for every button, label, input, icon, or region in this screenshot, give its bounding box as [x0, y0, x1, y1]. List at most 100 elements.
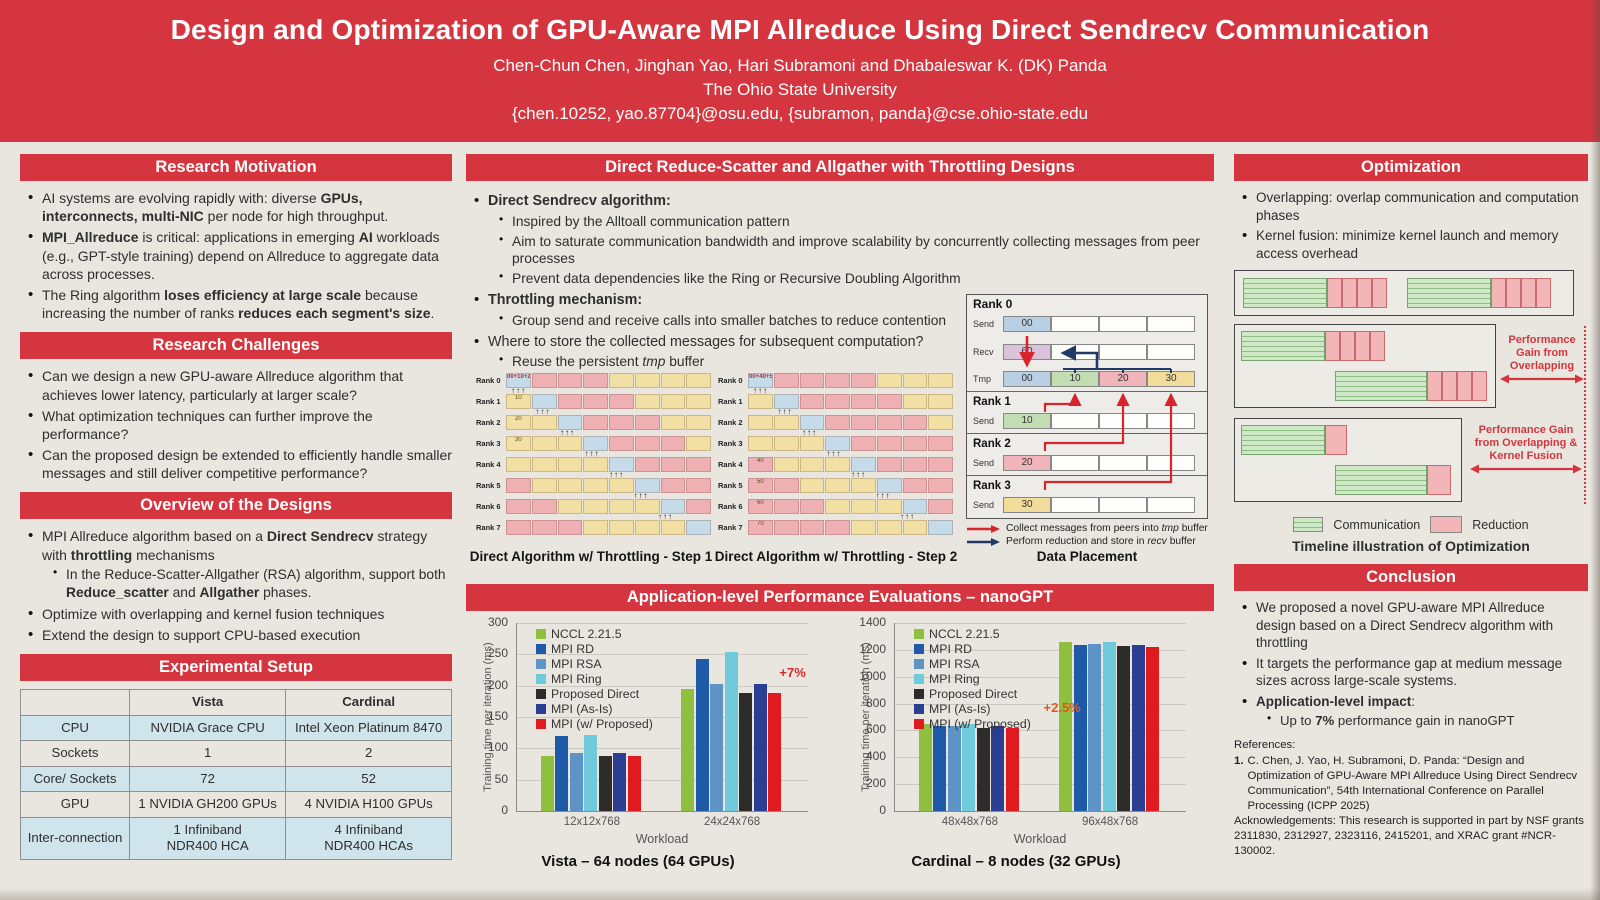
- gridline: [894, 757, 1186, 759]
- y-tick-label: 600: [865, 722, 886, 737]
- step-cell: [928, 478, 953, 493]
- cell-value: 1 Infiniband NDR400 HCA: [129, 816, 287, 860]
- step-cell: [902, 520, 928, 535]
- step-cell: [506, 478, 531, 493]
- step-cell: 30: [506, 436, 531, 451]
- legend-item: MPI Ring: [536, 672, 653, 686]
- step-rank-row: Rank 7 70 ↑↑↑: [718, 512, 954, 535]
- step-cell: [902, 394, 928, 409]
- timeline-seq-1: [1243, 278, 1387, 309]
- experimental-setup-table: Vista Cardinal CPU NVIDIA Grace CPU Intel Xe…: [19, 689, 452, 860]
- bar: [1059, 642, 1073, 811]
- legend-item: MPI RD: [914, 642, 1031, 656]
- bar: [613, 753, 627, 811]
- rank-label: Rank 7: [476, 523, 501, 532]
- placement-cell: 60: [1003, 344, 1051, 360]
- separator: [967, 433, 1207, 434]
- placement-cell: [1147, 413, 1195, 429]
- step-cell: [851, 373, 876, 388]
- section-header-design: Direct Reduce-Scatter and Allgather with…: [466, 154, 1214, 181]
- chart-cardinal: Training time per iteration (ms) 0 200 400 6…: [846, 615, 1211, 879]
- step-cell: [825, 373, 850, 388]
- chart-annotation: +7%: [779, 665, 806, 681]
- step-cell: [634, 415, 660, 430]
- chart-caption: Vista – 64 nodes (64 GPUs): [541, 853, 735, 870]
- rank-cells: 20: [506, 415, 712, 430]
- legend-item: MPI (w/ Proposed): [536, 717, 653, 731]
- legend-text: Perform reduction and store in recv buff…: [1006, 536, 1196, 547]
- bar: [710, 684, 724, 811]
- bullet-item: Where to store the collected messages fo…: [474, 332, 1214, 372]
- bar: [1088, 644, 1102, 811]
- x-category-label: 48x48x768: [941, 816, 999, 828]
- legend-swatch: [536, 689, 546, 699]
- y-tick-label: 200: [865, 776, 886, 791]
- y-tick-label: 50: [494, 771, 508, 786]
- bullet-list: Reuse the persistent tmp buffer: [488, 352, 1214, 371]
- step-cell: [876, 394, 902, 409]
- bar: [1102, 642, 1116, 811]
- legend-row: Perform reduction and store in recv buff…: [966, 536, 1208, 547]
- legend-item: MPI RSA: [914, 657, 1031, 671]
- step-cell: [686, 520, 711, 535]
- design-bullets: Direct Sendrecv algorithm:Inspired by th…: [466, 188, 1214, 377]
- up-arrows-icon: ↑↑↑: [851, 470, 866, 479]
- gain-reference-line: [1584, 326, 1586, 505]
- y-tick-label: 1000: [859, 668, 886, 683]
- up-arrows-icon: ↑↑↑: [535, 407, 551, 416]
- reference-item: 1. C. Chen, J. Yao, H. Subramoni, D. Pan…: [1234, 754, 1588, 814]
- bar: [1005, 728, 1019, 811]
- step-cell: [799, 394, 825, 409]
- legend-label: MPI RD: [551, 642, 595, 656]
- step-rank-row: Rank 7 ↑↑↑: [476, 512, 712, 535]
- bar: [627, 756, 641, 811]
- row-label: Send: [973, 416, 995, 426]
- placement-cell: [1147, 455, 1195, 471]
- placement-box: Rank 0 Send 00 Recv 60 Tmp 00 10 20 30 Rank 1 Send 1…: [966, 294, 1208, 519]
- step-rank-row: Rank 3 ↑↑↑: [718, 428, 954, 451]
- bar: [724, 652, 738, 811]
- step-cell: [686, 436, 711, 451]
- bullet-item: Extend the design to support CPU-based e…: [28, 625, 452, 645]
- section-header-optimization: Optimization: [1234, 154, 1588, 181]
- y-axis-line: [894, 623, 895, 811]
- step-cell: [531, 520, 557, 535]
- rank-label: Rank 3: [718, 439, 743, 448]
- communication-block: [1241, 331, 1325, 362]
- bullet-item: Up to 7% performance gain in nanoGPT: [1267, 711, 1588, 729]
- double-arrow-icon: [1470, 464, 1582, 474]
- legend-row: Collect messages from peers into tmp buf…: [966, 523, 1208, 534]
- bar-group: [681, 623, 783, 811]
- step-rank-row: Rank 0 00+40+50+60+70: [718, 373, 954, 388]
- cell-value: 1: [129, 740, 287, 767]
- placement-cell: 00: [1003, 316, 1051, 332]
- y-tick-label: 400: [865, 749, 886, 764]
- bar: [947, 726, 961, 811]
- legend-item: NCCL 2.21.5: [914, 627, 1031, 641]
- legend-item: Proposed Direct: [536, 687, 653, 701]
- overview-bullets: MPI Allreduce algorithm based on a Direc…: [20, 526, 452, 645]
- rank-cells: 50: [748, 478, 954, 493]
- placement-cell: 10: [1051, 371, 1099, 387]
- step-cell: [876, 436, 902, 451]
- legend-label-reduction: Reduction: [1472, 517, 1529, 532]
- step-cell: 50: [748, 478, 773, 493]
- bullet-item: We proposed a novel GPU-aware MPI Allred…: [1242, 598, 1588, 652]
- bullet-item: AI systems are evolving rapidly with: di…: [28, 188, 452, 225]
- section-header-research-motivation: Research Motivation: [20, 154, 452, 181]
- step-cell: [928, 520, 953, 535]
- bullet-list: AI systems are evolving rapidly with: di…: [20, 188, 452, 322]
- step-cell: 10: [506, 394, 531, 409]
- setup-table-body: CPU NVIDIA Grace CPU Intel Xeon Platinum 8…: [19, 714, 452, 860]
- acknowledgements: Acknowledgements: This research is suppo…: [1234, 814, 1584, 857]
- rank-label: Rank 6: [718, 502, 743, 511]
- bullet-item: What optimization techniques can further…: [28, 406, 452, 443]
- cell-value: Intel Xeon Platinum 8470: [285, 714, 452, 742]
- step-cell: [583, 499, 608, 514]
- row-label: GPU: [19, 791, 131, 818]
- timeline-legend: Communication Reduction: [1234, 516, 1588, 534]
- placement-cell: 30: [1147, 371, 1195, 387]
- timeline-diagram: Performance Gain from Overlapping Perfor…: [1234, 268, 1588, 512]
- step-rank-row: Rank 1 10 ↑↑↑: [476, 386, 712, 409]
- step-cell: [825, 394, 850, 409]
